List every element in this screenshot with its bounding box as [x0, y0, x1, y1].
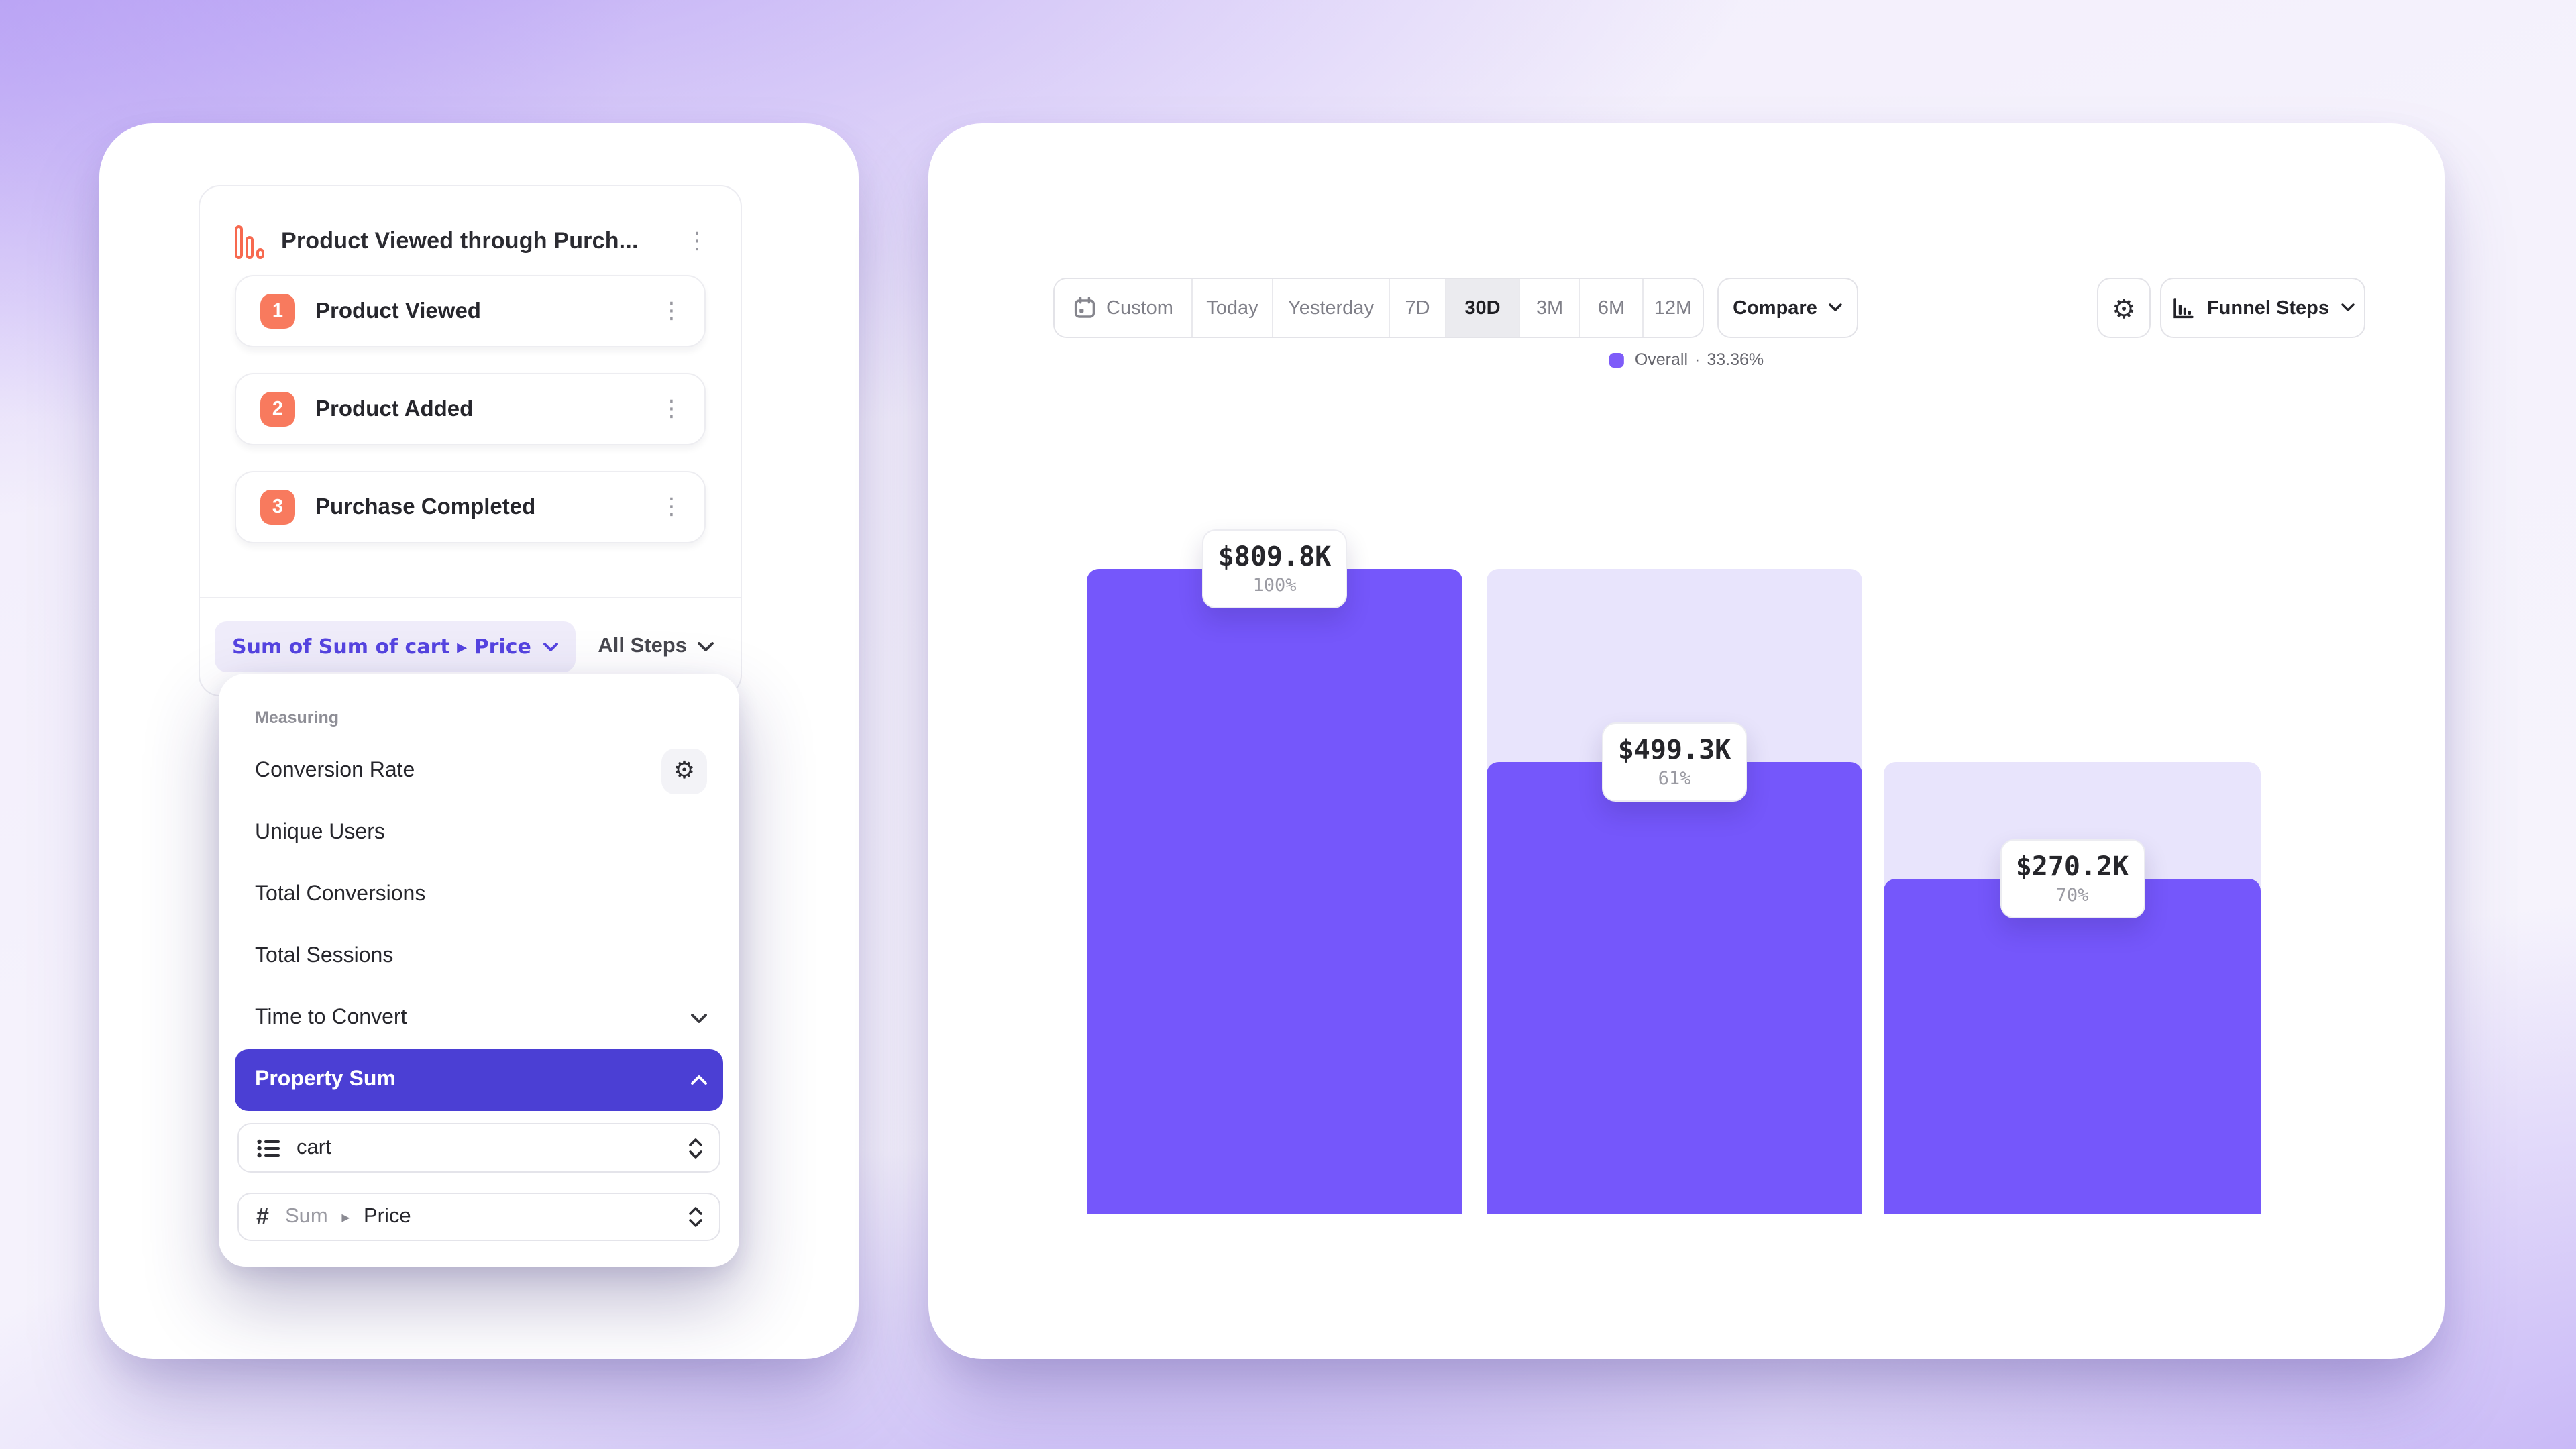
legend-label: Overall · 33.36%: [1634, 350, 1764, 369]
menu-item-total-sessions[interactable]: Total Sessions: [255, 945, 394, 967]
measurement-selector[interactable]: Sum of Sum of cart ▸ Price: [215, 621, 576, 672]
chevron-down-icon: [543, 642, 558, 651]
steps-scope-label: All Steps: [598, 635, 687, 657]
funnel-step-row[interactable]: 1 Product Viewed ⋮: [235, 275, 706, 347]
funnel-definition-card: Product Viewed through Purch... ⋮ 1 Prod…: [199, 185, 742, 696]
step-number-badge: 2: [260, 392, 295, 427]
funnel-steps-chart-icon: [2171, 296, 2195, 320]
date-range-yesterday[interactable]: Yesterday: [1272, 279, 1389, 337]
funnel-builder-panel: Product Viewed through Purch... ⋮ 1 Prod…: [99, 123, 859, 1359]
funnel-step-row[interactable]: 3 Purchase Completed ⋮: [235, 471, 706, 543]
hash-icon: #: [256, 1203, 269, 1229]
gear-icon: ⚙: [673, 757, 696, 785]
chevron-down-icon: [2341, 303, 2355, 313]
step-label: Purchase Completed: [315, 494, 536, 519]
funnel-bar-purchase-completed[interactable]: $270.2K 70%: [1884, 569, 2261, 1214]
date-range-6m[interactable]: 6M: [1579, 279, 1642, 337]
chevron-up-icon: [691, 1075, 707, 1085]
measurement-label: Sum of Sum of cart ▸ Price: [232, 635, 531, 659]
aggregation-select[interactable]: # Sum ▸ Price: [237, 1193, 720, 1241]
funnel-bar-product-added[interactable]: $499.3K 61%: [1487, 569, 1862, 1214]
date-range-3m[interactable]: 3M: [1519, 279, 1579, 337]
step-number-badge: 1: [260, 294, 295, 329]
unfold-icon: [688, 1137, 703, 1159]
list-icon: [256, 1137, 280, 1159]
date-range-12m[interactable]: 12M: [1642, 279, 1703, 337]
kebab-menu-icon[interactable]: ⋮: [660, 297, 683, 324]
menu-item-time-to-convert[interactable]: Time to Convert: [235, 987, 723, 1049]
measurement-bar: Sum of Sum of cart ▸ Price All Steps: [200, 597, 741, 695]
property-select[interactable]: cart: [237, 1123, 720, 1173]
chevron-down-icon: [698, 641, 714, 652]
date-range-custom[interactable]: Custom: [1055, 279, 1191, 337]
calendar-icon: [1073, 297, 1095, 319]
funnel-chart: $809.8K 100% $499.3K 61% $270.2K 70%: [1087, 529, 2261, 1214]
menu-section-label: Measuring: [255, 708, 339, 727]
date-range-30d[interactable]: 30D: [1445, 279, 1519, 337]
gear-icon: ⚙: [2112, 292, 2136, 324]
report-title: Product Viewed through Purch...: [281, 228, 639, 254]
property-select-value: cart: [297, 1136, 331, 1159]
step-label: Product Viewed: [315, 299, 481, 323]
compare-button[interactable]: Compare: [1717, 278, 1858, 338]
bar-fill: [1087, 569, 1462, 1214]
chart-type-selector[interactable]: Funnel Steps: [2160, 278, 2365, 338]
date-range-control: Custom Today Yesterday 7D 30D 3M 6M 12M: [1053, 278, 1704, 338]
bar-value-tooltip: $270.2K 70%: [2000, 839, 2145, 919]
date-range-7d[interactable]: 7D: [1389, 279, 1445, 337]
bar-fill: [1487, 761, 1862, 1214]
breadcrumb-arrow: ▸: [341, 1208, 350, 1226]
funnel-steps-list: 1 Product Viewed ⋮ 2 Product Added ⋮ 3 P…: [200, 262, 741, 543]
menu-item-property-sum[interactable]: Property Sum: [235, 1049, 723, 1111]
step-number-badge: 3: [260, 490, 295, 525]
legend-swatch: [1609, 352, 1624, 367]
kebab-menu-icon[interactable]: ⋮: [660, 395, 683, 422]
bar-value-tooltip: $499.3K 61%: [1602, 722, 1747, 802]
date-range-today[interactable]: Today: [1191, 279, 1272, 337]
chart-legend[interactable]: Overall · 33.36%: [1609, 350, 1764, 369]
step-label: Product Added: [315, 396, 474, 421]
funnel-step-row[interactable]: 2 Product Added ⋮: [235, 373, 706, 445]
kebab-menu-icon[interactable]: ⋮: [686, 227, 708, 254]
funnel-bar-product-viewed[interactable]: $809.8K 100%: [1087, 529, 1462, 1214]
funnel-chart-panel: Custom Today Yesterday 7D 30D 3M 6M 12M …: [928, 123, 2445, 1359]
bar-chart-report-icon: [235, 225, 264, 258]
aggregation-select-value: Sum ▸ Price: [284, 1205, 411, 1228]
menu-item-total-conversions[interactable]: Total Conversions: [255, 883, 426, 906]
menu-item-conversion-rate[interactable]: Conversion Rate ⚙: [235, 741, 723, 802]
measuring-dropdown-menu: Measuring Conversion Rate ⚙ Unique Users…: [219, 674, 739, 1267]
bar-value-tooltip: $809.8K 100%: [1202, 529, 1347, 608]
bar-fill: [1884, 879, 2261, 1214]
report-header: Product Viewed through Purch... ⋮: [200, 186, 741, 262]
menu-item-unique-users[interactable]: Unique Users: [255, 821, 385, 844]
kebab-menu-icon[interactable]: ⋮: [660, 493, 683, 520]
conversion-rate-settings-button[interactable]: ⚙: [661, 749, 707, 794]
chevron-down-icon: [1829, 303, 1843, 313]
chevron-down-icon: [691, 1013, 707, 1024]
steps-scope-selector[interactable]: All Steps: [598, 635, 714, 659]
unfold-icon: [688, 1206, 703, 1228]
chart-settings-button[interactable]: ⚙: [2097, 278, 2151, 338]
